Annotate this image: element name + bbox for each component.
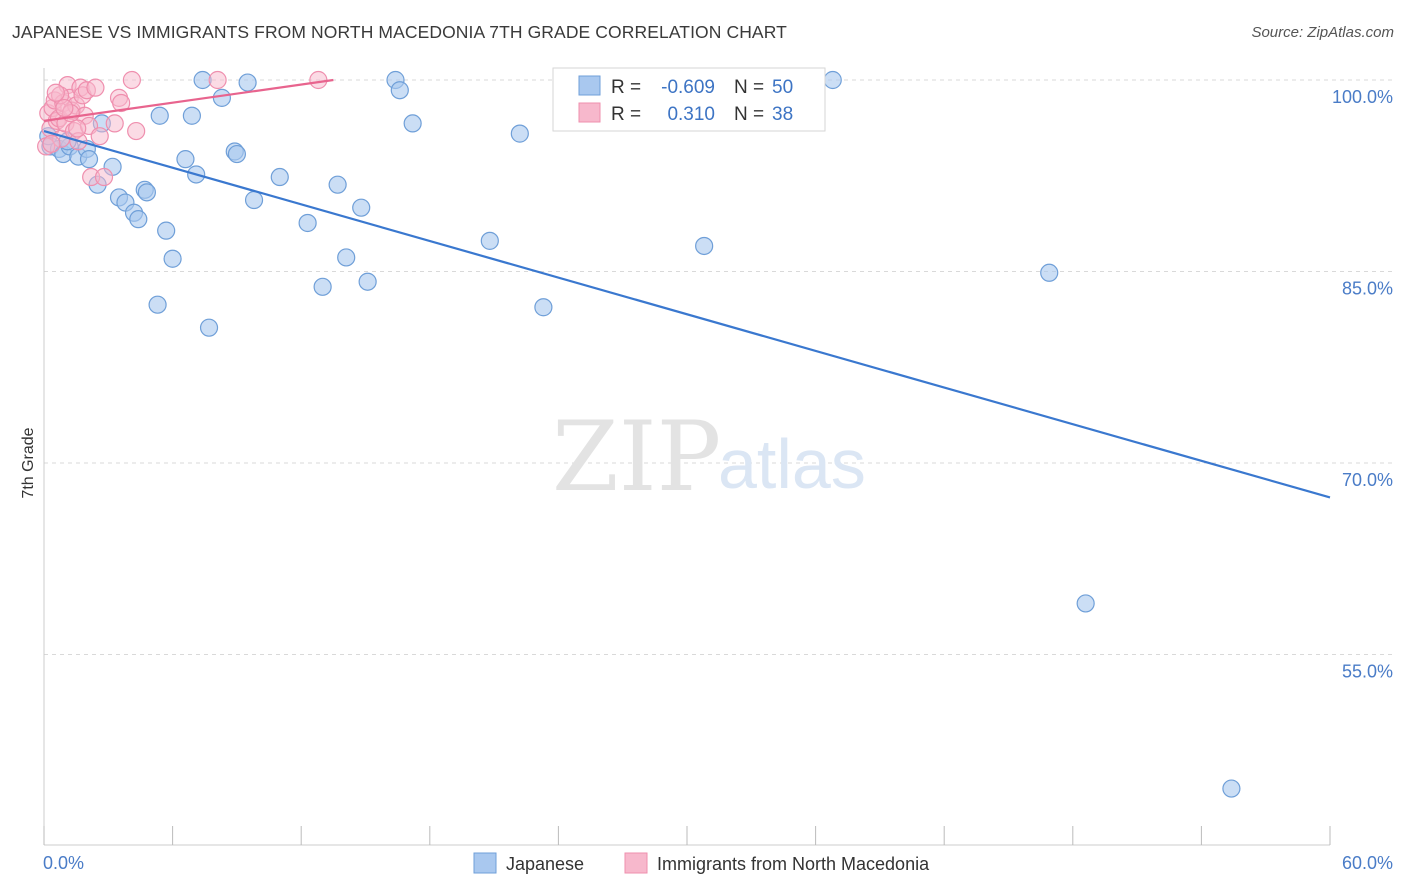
japanese-point (129, 210, 148, 229)
japanese-point (137, 183, 156, 202)
macedonia-point (68, 119, 87, 138)
japanese-point (534, 298, 553, 317)
chart-title: JAPANESE VS IMMIGRANTS FROM NORTH MACEDO… (12, 22, 787, 42)
macedonia-point (309, 70, 328, 90)
japanese-point (148, 295, 167, 314)
japanese-point (298, 213, 317, 233)
y-tick-label: 70.0% (1342, 470, 1393, 490)
japanese-point (238, 73, 257, 92)
macedonia-point (90, 127, 109, 146)
watermark-atlas: atlas (718, 425, 866, 503)
japanese-point (199, 318, 219, 337)
japanese-point (390, 81, 409, 100)
macedonia-point (122, 70, 141, 90)
japanese-point (352, 198, 371, 217)
axes-layer (43, 68, 1331, 846)
japanese-point (163, 249, 182, 268)
japanese-point (212, 88, 231, 107)
japanese-point (150, 106, 169, 125)
watermark: ZIP atlas (552, 401, 866, 513)
macedonia-trend-line (43, 78, 334, 122)
grid-layer: 100.0% 85.0% 70.0% 55.0% (44, 79, 1393, 682)
macedonia-point (46, 83, 65, 102)
bottom-legend-label-japanese: Japanese (506, 854, 584, 874)
y-tick-label: 85.0% (1342, 279, 1393, 299)
watermark-zip: ZIP (552, 401, 721, 513)
legend-r-value-japanese: -0.609 (661, 77, 715, 98)
japanese-point (823, 70, 842, 90)
japanese-point (270, 167, 289, 187)
japanese-point (328, 175, 347, 194)
japanese-point (358, 272, 377, 291)
japanese-trend-line (43, 130, 1331, 499)
japanese-point (176, 150, 195, 169)
bottom-legend-swatch-japanese (473, 852, 497, 874)
macedonia-point (105, 114, 124, 133)
x-tick-label-min: 0.0% (43, 853, 84, 873)
trend-lines (43, 78, 1331, 499)
x-tick-label-max: 60.0% (1342, 853, 1393, 873)
bottom-legend-swatch-macedonia (624, 852, 648, 874)
japanese-point (79, 150, 99, 169)
japanese-point (337, 248, 356, 267)
japanese-point (510, 124, 529, 143)
stats-legend: R = -0.609 N = 50 R = 0.310 N = 38 (552, 67, 826, 132)
source-label: Source: ZipAtlas.com (1251, 24, 1394, 41)
bottom-legend-label-macedonia: Immigrants from North Macedonia (657, 854, 930, 874)
japanese-point (182, 106, 201, 125)
macedonia-point (55, 98, 74, 118)
japanese-point (157, 221, 176, 240)
japanese-point (1076, 594, 1095, 613)
macedonia-point (86, 78, 105, 97)
legend-n-label-japanese: N = (734, 77, 764, 98)
japanese-point (313, 277, 332, 296)
legend-n-value-japanese: 50 (772, 77, 793, 98)
macedonia-point (94, 167, 114, 187)
y-axis-label: 7th Grade (20, 427, 37, 498)
y-tick-label: 100.0% (1332, 87, 1393, 107)
legend-n-label-macedonia: N = (734, 104, 764, 125)
legend-r-value-macedonia: 0.310 (667, 104, 715, 125)
japanese-point (480, 231, 499, 250)
legend-n-value-macedonia: 38 (772, 104, 793, 125)
japanese-point (1222, 779, 1241, 798)
japanese-point (403, 114, 422, 133)
japanese-point (227, 144, 246, 164)
macedonia-points (37, 70, 328, 187)
macedonia-point (42, 134, 61, 153)
macedonia-point (112, 93, 131, 113)
macedonia-point (127, 121, 146, 141)
japanese-point (695, 236, 714, 256)
legend-swatch-macedonia (578, 102, 601, 123)
series-legend: Japanese Immigrants from North Macedonia (473, 852, 930, 874)
japanese-point (1040, 263, 1059, 282)
legend-swatch-japanese (578, 75, 601, 96)
japanese-point (244, 190, 264, 210)
y-tick-label: 55.0% (1342, 662, 1393, 682)
macedonia-point (208, 70, 227, 90)
legend-r-label-japanese: R = (611, 77, 641, 98)
legend-r-label-macedonia: R = (611, 104, 641, 125)
